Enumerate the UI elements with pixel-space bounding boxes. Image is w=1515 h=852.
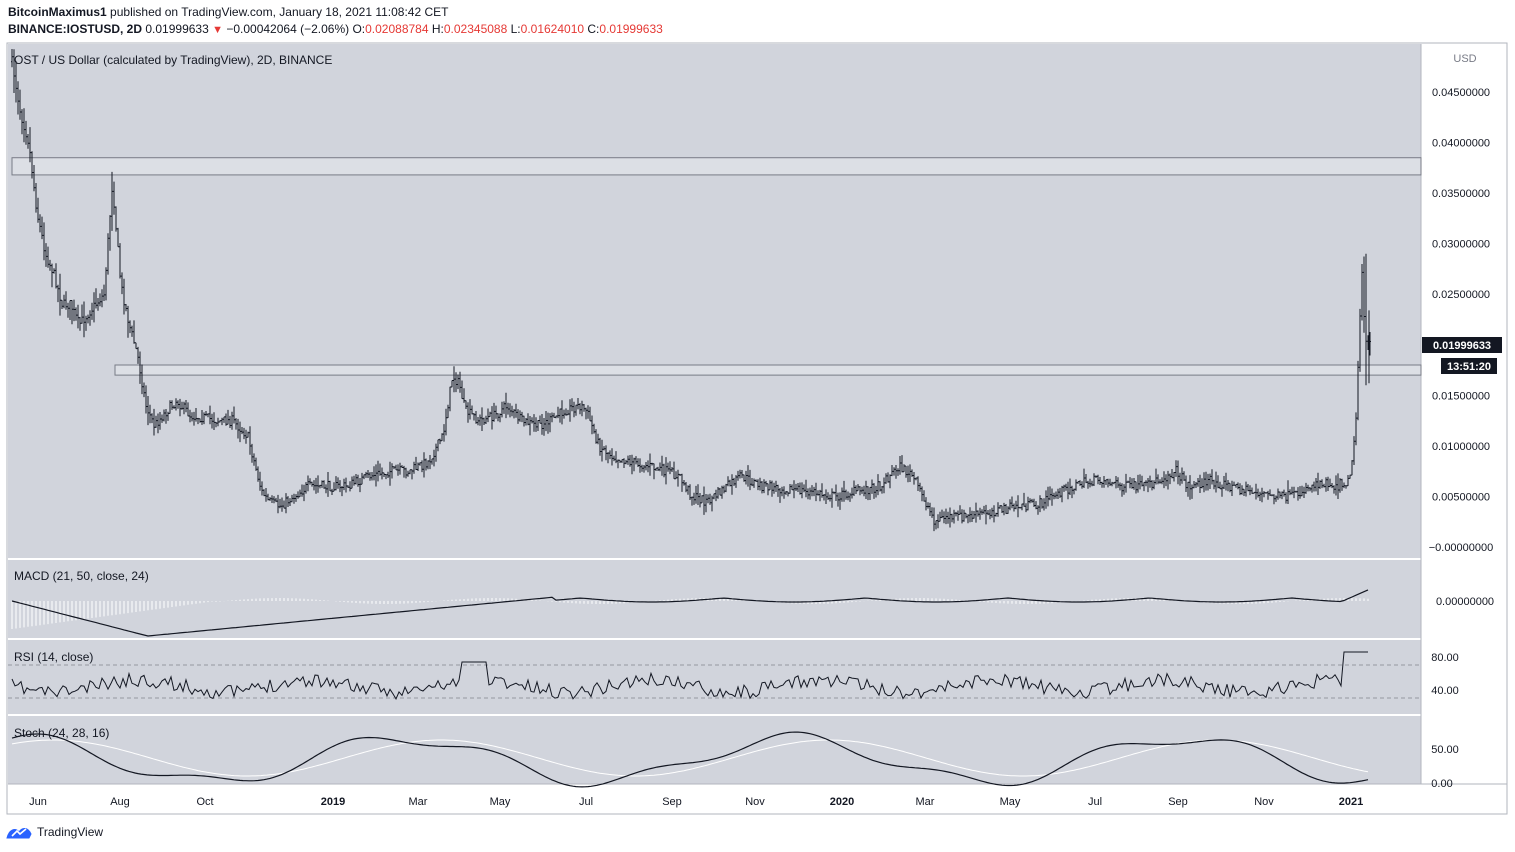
- rsi-title: RSI (14, close): [14, 650, 93, 664]
- x-tick-label: 2019: [321, 796, 345, 808]
- stoch-tick-label-50: 50.00: [1431, 744, 1459, 756]
- close-label: C:: [587, 22, 600, 36]
- stoch-d-line: [11, 739, 1369, 777]
- close-value: 0.01999633: [599, 22, 663, 36]
- resistance-zone: [114, 364, 1422, 376]
- x-tick-label: Nov: [745, 796, 765, 808]
- rsi-line: [11, 651, 1368, 700]
- x-tick-label: Jul: [579, 796, 593, 808]
- author-name[interactable]: BitcoinMaximus1: [8, 5, 107, 19]
- y-tick-label: 0.00500000: [1432, 491, 1490, 503]
- y-tick-label: 0.04500000: [1432, 87, 1490, 99]
- rsi-pane[interactable]: [8, 640, 1421, 714]
- x-tick-label: Mar: [916, 796, 935, 808]
- x-tick-label: Aug: [110, 796, 130, 808]
- footer-brand[interactable]: TradingView: [37, 825, 104, 839]
- y-tick-label: 0.01000000: [1432, 441, 1490, 453]
- price-change: −0.00042064 (−2.06%): [226, 22, 350, 36]
- x-tick-label: Sep: [662, 796, 682, 808]
- low-label: L:: [510, 22, 521, 36]
- x-tick-label: Jul: [1088, 796, 1102, 808]
- x-tick-label: May: [490, 796, 511, 808]
- stoch-pane[interactable]: [8, 716, 1421, 784]
- countdown-tag: [1441, 358, 1497, 374]
- rsi-tick-label-80: 80.00: [1431, 652, 1459, 664]
- x-tick-label: Mar: [409, 796, 428, 808]
- symbol-label[interactable]: BINANCE:IOSTUSD, 2D: [8, 22, 143, 36]
- y-tick-label: 0.03000000: [1432, 239, 1490, 251]
- resistance-zone: [11, 157, 1422, 176]
- y-tick-label: 0.01500000: [1432, 390, 1490, 402]
- x-tick-label: Nov: [1254, 796, 1274, 808]
- publish-text: published on TradingView.com, January 18…: [110, 5, 449, 19]
- x-tick-label: Sep: [1168, 796, 1188, 808]
- y-tick-label: −0.00000000: [1429, 542, 1494, 554]
- y-tick-label: 0.03500000: [1432, 188, 1490, 200]
- x-tick-label: Oct: [196, 796, 213, 808]
- last-price-tag: [1422, 337, 1502, 353]
- macd-title: MACD (21, 50, close, 24): [14, 569, 149, 583]
- x-tick-label: Jun: [29, 796, 47, 808]
- ohlc-legend: BINANCE:IOSTUSD, 2D 0.01999633 ▼ −0.0004…: [8, 22, 663, 36]
- open-value: 0.02088784: [365, 22, 429, 36]
- low-value: 0.01624010: [520, 22, 585, 36]
- price-bars: [11, 49, 1371, 532]
- stoch-title: Stoch (24, 28, 16): [14, 726, 109, 740]
- x-tick-label: 2021: [1339, 796, 1363, 808]
- tradingview-logo-icon[interactable]: [6, 824, 32, 840]
- x-tick-label: 2020: [830, 796, 854, 808]
- high-value: 0.02345088: [443, 22, 508, 36]
- price-pane[interactable]: [8, 44, 1421, 558]
- macd-tick-label: 0.00000000: [1436, 596, 1494, 608]
- x-tick-label: May: [1000, 796, 1021, 808]
- y-tick-label: 0.04000000: [1432, 138, 1490, 150]
- high-label: H:: [431, 22, 444, 36]
- publish-info: BitcoinMaximus1 published on TradingView…: [8, 5, 449, 19]
- rsi-tick-label-40: 40.00: [1431, 685, 1459, 697]
- footer: TradingView: [6, 824, 103, 840]
- countdown-tag-text: 13:51:20: [1447, 361, 1491, 373]
- stoch-k-line: [11, 731, 1369, 788]
- chart-title: OST / US Dollar (calculated by TradingVi…: [14, 53, 332, 67]
- last-price: 0.01999633: [145, 22, 209, 36]
- stoch-tick-label-0: 0.00: [1431, 778, 1452, 790]
- macd-line: [11, 589, 1369, 637]
- last-price-tag-text: 0.01999633: [1433, 340, 1491, 352]
- currency-label: USD: [1453, 53, 1476, 65]
- down-triangle-icon: ▼: [212, 24, 223, 36]
- open-label: O:: [352, 22, 366, 36]
- y-tick-label: 0.02500000: [1432, 289, 1490, 301]
